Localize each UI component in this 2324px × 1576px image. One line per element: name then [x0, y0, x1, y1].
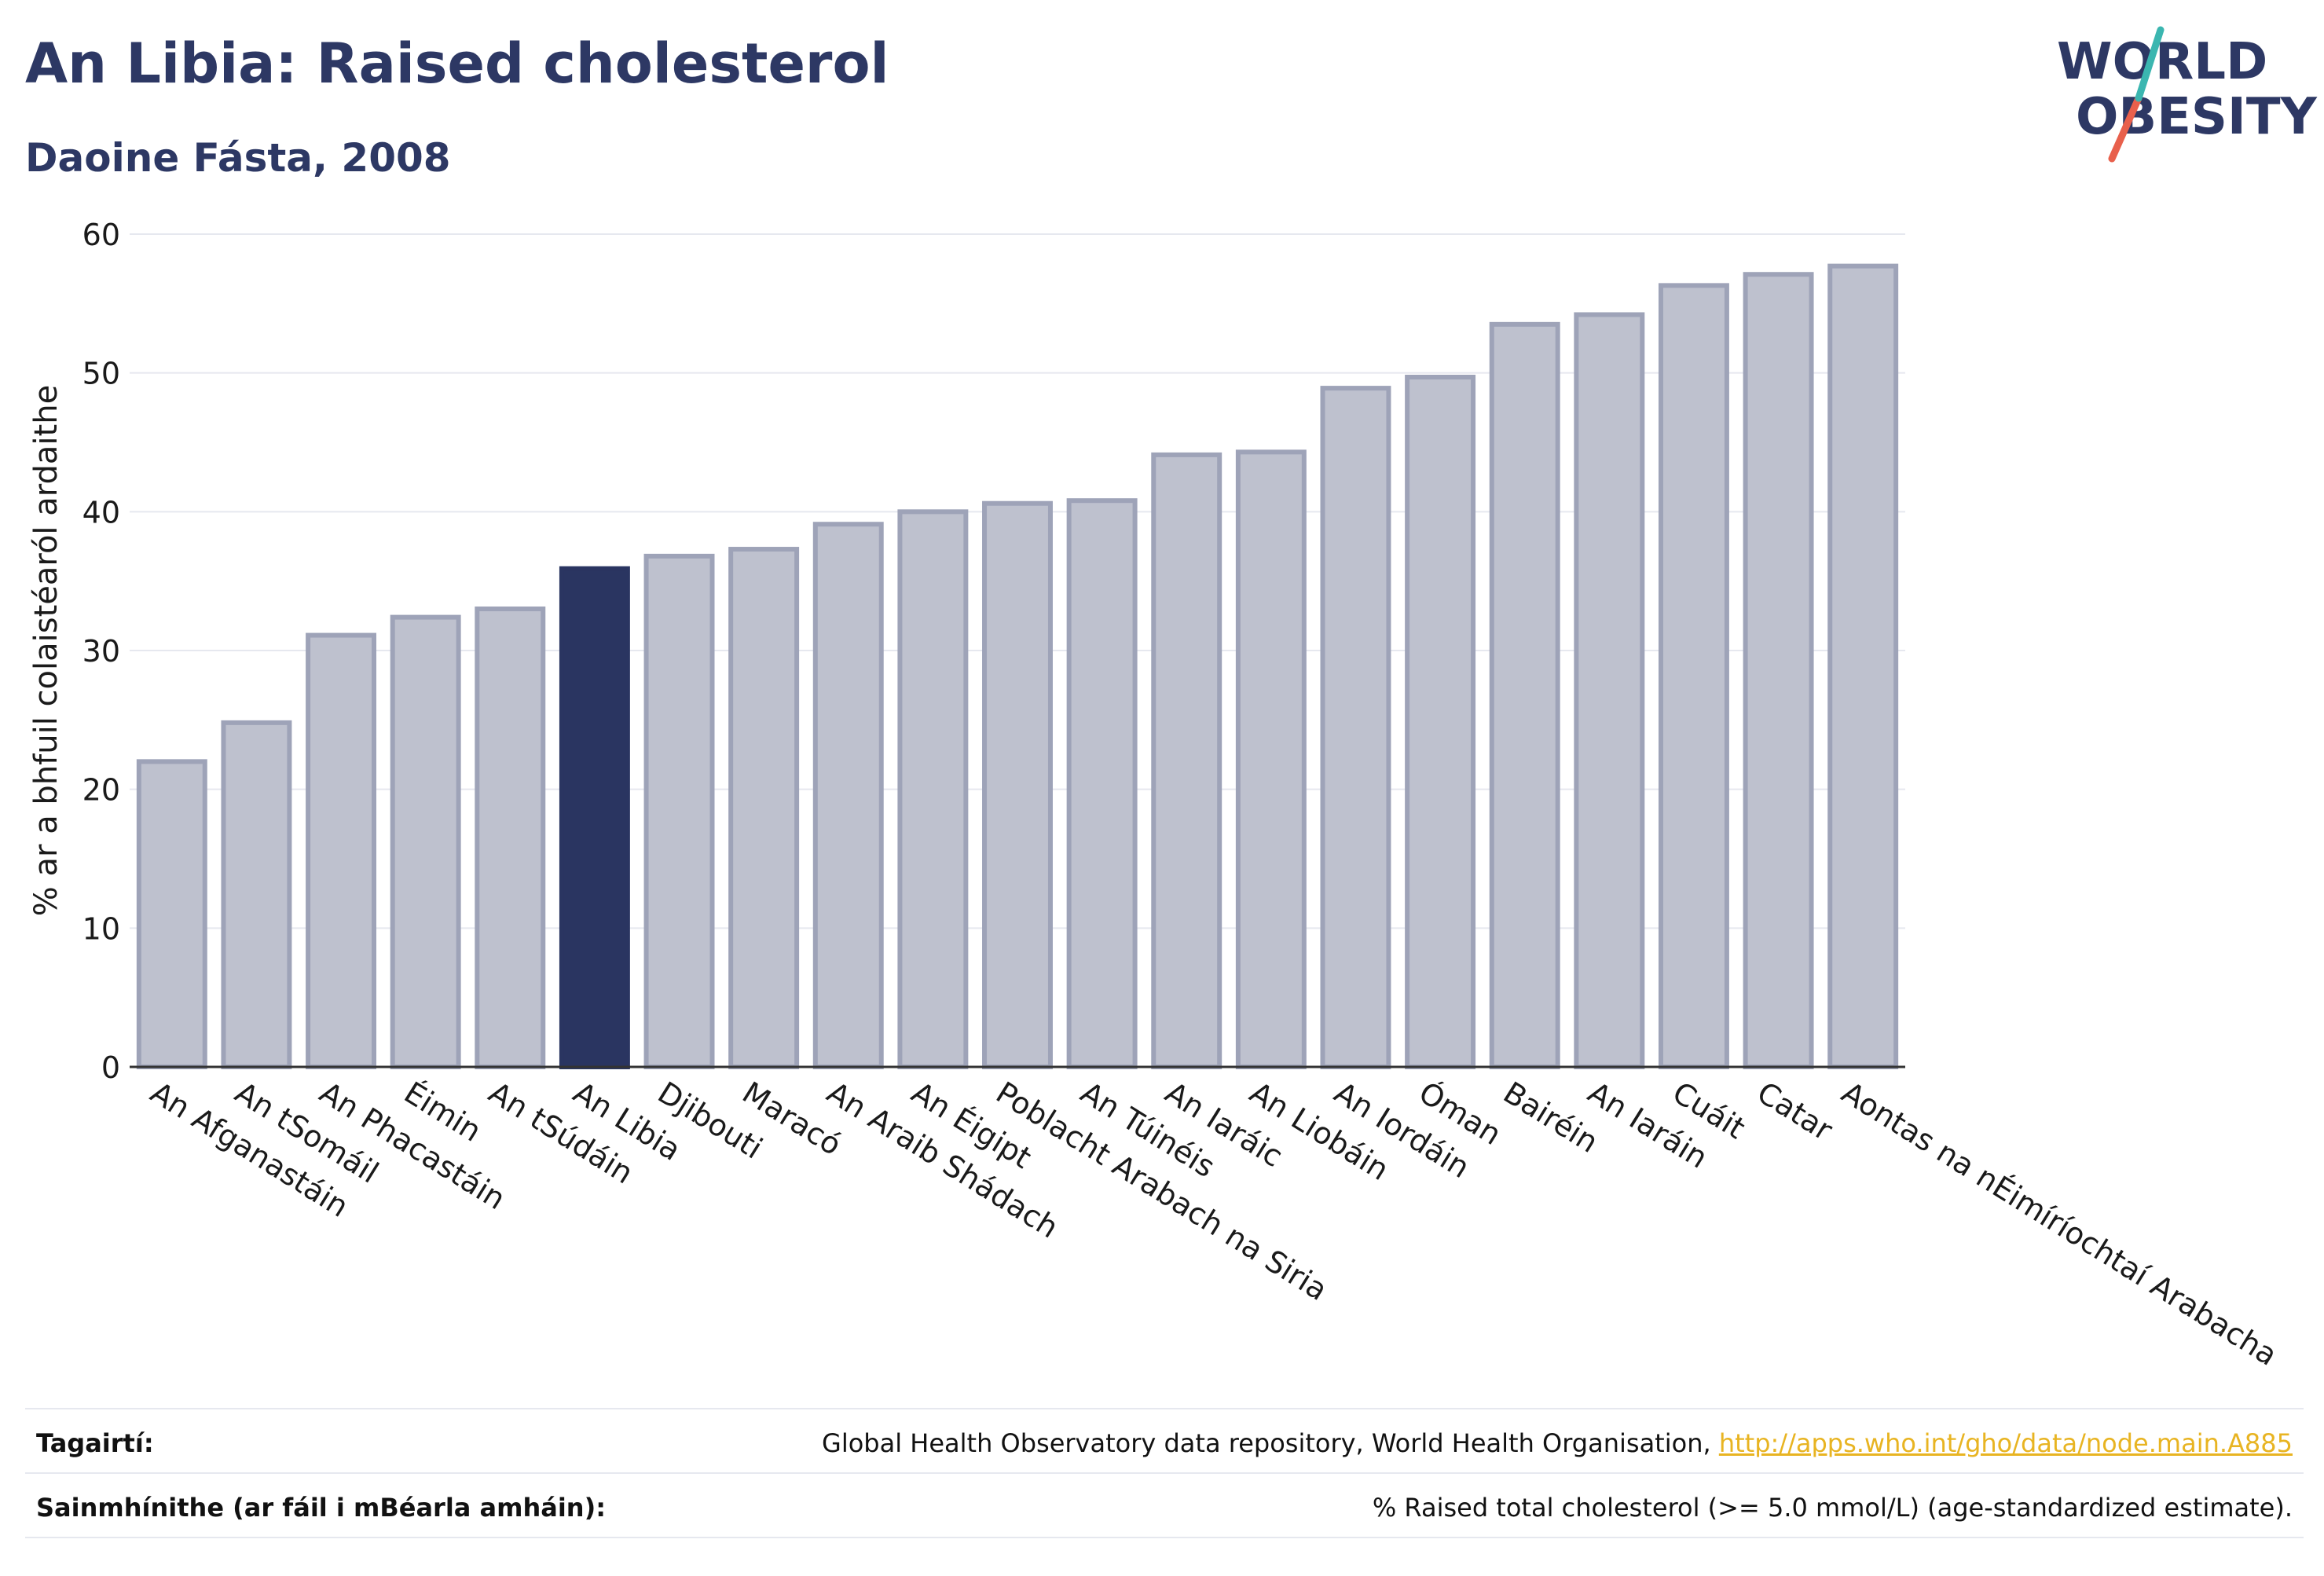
references-link[interactable]: http://apps.who.int/gho/data/node.main.A…: [1718, 1428, 2293, 1458]
bar: [643, 553, 715, 1069]
bar: [1743, 272, 1814, 1069]
bar: [1320, 386, 1391, 1070]
bar: [897, 509, 969, 1069]
y-tick-label: 30: [82, 634, 120, 669]
bar: [728, 547, 800, 1069]
definitions-value: % Raised total cholesterol (>= 5.0 mmol/…: [1372, 1493, 2293, 1523]
bar: [1574, 312, 1645, 1069]
chart-subtitle: Daoine Fásta, 2008: [25, 135, 451, 181]
bar: [390, 614, 461, 1069]
references-text: Global Health Observatory data repositor…: [822, 1428, 1719, 1458]
bar: [1827, 263, 1899, 1069]
bar-highlighted: [559, 566, 630, 1069]
bar: [1151, 452, 1222, 1069]
x-tick-label: Aontas na nÉimíríochtaí Arabacha: [1835, 1075, 2283, 1373]
references-value: Global Health Observatory data repositor…: [822, 1428, 2293, 1458]
bar: [306, 632, 377, 1069]
y-tick-label: 10: [82, 911, 120, 946]
bar: [1658, 283, 1729, 1070]
x-tick-label: Bairéin: [1497, 1075, 1604, 1160]
bar: [1235, 449, 1307, 1069]
bar: [136, 759, 207, 1069]
bar: [1489, 321, 1560, 1070]
y-tick-label: 20: [82, 773, 120, 808]
bar: [1066, 498, 1138, 1069]
y-tick-label: 40: [82, 495, 120, 530]
chart-title: An Libia: Raised cholesterol: [25, 31, 889, 96]
footer-divider: [25, 1537, 2304, 1538]
bar: [475, 607, 546, 1069]
logo-line-2: OBESITY: [2076, 88, 2317, 146]
y-tick-label: 60: [82, 218, 120, 252]
references-row: Tagairtí: Global Health Observatory data…: [25, 1408, 2304, 1474]
bar: [1405, 374, 1476, 1069]
y-axis-label: % ar a bhfuil colaistéaról ardaithe: [28, 385, 64, 916]
bar: [221, 720, 292, 1069]
x-tick-label: Catar: [1751, 1075, 1839, 1147]
bar: [812, 522, 884, 1069]
y-tick-label: 50: [82, 357, 120, 391]
y-tick-label: 0: [101, 1050, 120, 1085]
definitions-row: Sainmhínithe (ar fáil i mBéarla amháin):…: [25, 1472, 2304, 1538]
bar: [982, 500, 1053, 1069]
bar-chart: 0 10 20 30 40 50 60 % ar a bhfuil colaistéaról …: [28, 218, 2283, 1373]
references-label: Tagairtí:: [36, 1428, 154, 1458]
logo-line-1: WORLD: [2057, 33, 2267, 91]
world-obesity-logo: WORLD OBESITY: [2057, 26, 2317, 163]
definitions-label: Sainmhínithe (ar fáil i mBéarla amháin):: [36, 1493, 606, 1523]
